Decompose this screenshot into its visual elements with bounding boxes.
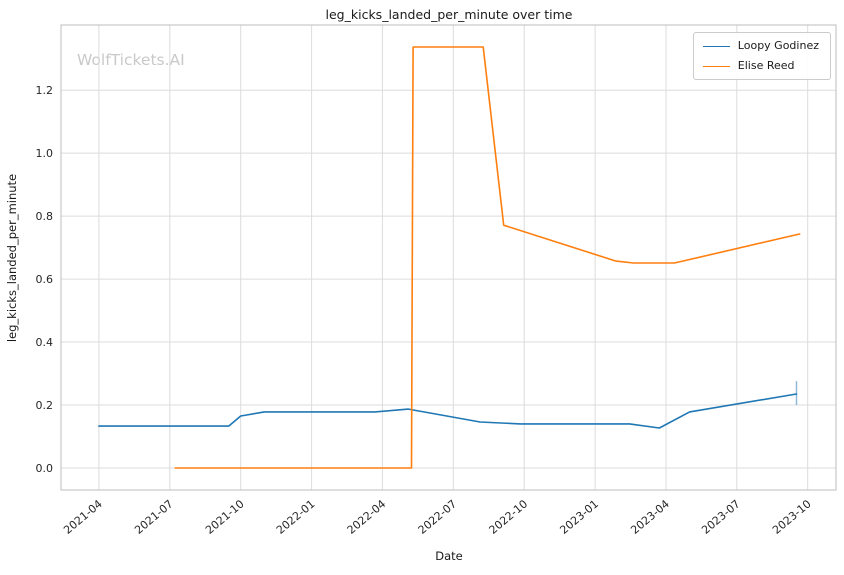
legend-item-elise-reed: Elise Reed [702,59,819,73]
y-tick-label: 1.0 [36,147,54,160]
legend-item-loopy-godinez: Loopy Godinez [702,39,819,52]
watermark: WolfTickets.AI [77,51,185,69]
x-tick-label: 2023-10 [770,497,814,537]
series-line-0 [98,393,798,429]
legend-line-swatch [702,45,730,47]
y-tick-label: 0.6 [36,273,54,286]
x-tick-label: 2021-07 [132,497,176,537]
chart-title: leg_kicks_landed_per_minute over time [326,7,573,22]
y-tick-label: 0.0 [36,462,54,475]
x-tick-label: 2022-04 [345,497,389,537]
legend-line-swatch [702,65,730,67]
x-tick-label: 2023-01 [557,497,601,537]
x-tick-label: 2023-07 [699,497,743,537]
x-tick-label: 2022-07 [416,497,460,537]
y-tick-label: 0.4 [36,336,54,349]
y-tick-label: 0.2 [36,399,54,412]
x-tick-label: 2021-04 [61,497,105,537]
y-tick-label: 1.2 [36,84,54,97]
x-tick-label: 2022-10 [487,497,531,537]
x-axis-label: Date [435,549,463,563]
x-tick-label: 2022-01 [274,497,318,537]
y-axis-label: leg_kicks_landed_per_minute [5,174,19,342]
series-line-1 [174,46,801,469]
legend-label: Loopy Godinez [737,39,819,52]
y-tick-label: 0.8 [36,210,54,223]
legend-label: Elise Reed [737,59,795,73]
x-tick-label: 2023-04 [628,497,672,537]
x-tick-label: 2021-10 [203,497,247,537]
plot-area: 0.0 0.2 0.4 0.6 0.8 1.0 1.2 2021-04 2021-07 2021-… [36,24,837,537]
legend: Loopy Godinez Elise Reed [692,32,831,81]
plot-border [60,24,837,491]
